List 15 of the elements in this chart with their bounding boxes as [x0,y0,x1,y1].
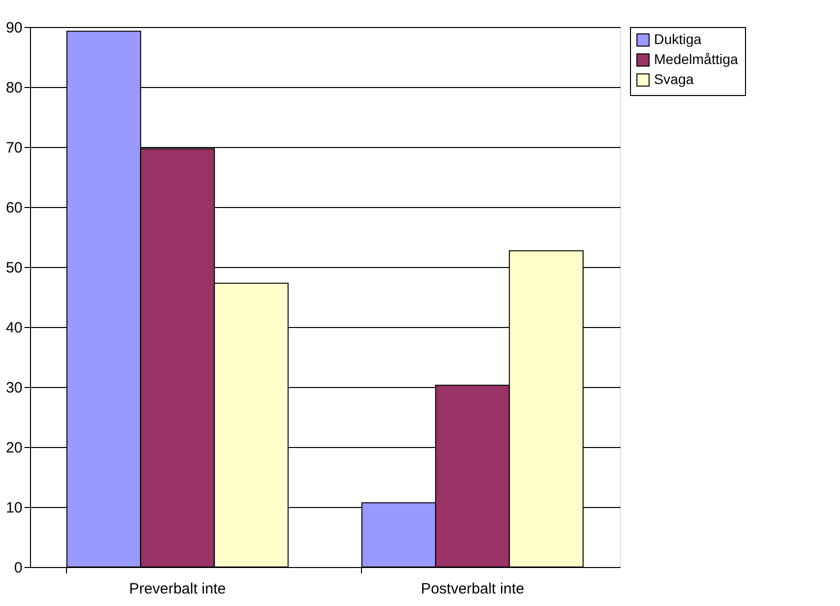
y-tick-label: 60 [6,200,22,216]
y-tick-label: 30 [6,380,22,396]
y-tick-label: 10 [6,500,22,516]
legend-label: Duktiga [654,31,702,47]
y-tick-label: 20 [6,440,22,456]
legend-label: Svaga [654,71,694,87]
y-tick-label: 50 [6,260,22,276]
y-tick-label: 80 [6,80,22,96]
y-tick-label: 40 [6,320,22,336]
y-tick-label: 0 [14,560,22,576]
legend-label: Medelmåttiga [654,51,738,67]
y-tick-label: 90 [6,20,22,36]
y-tick-label: 70 [6,140,22,156]
x-tick-label: Postverbalt inte [420,580,524,598]
x-tick-label: Preverbalt inte [129,580,226,598]
